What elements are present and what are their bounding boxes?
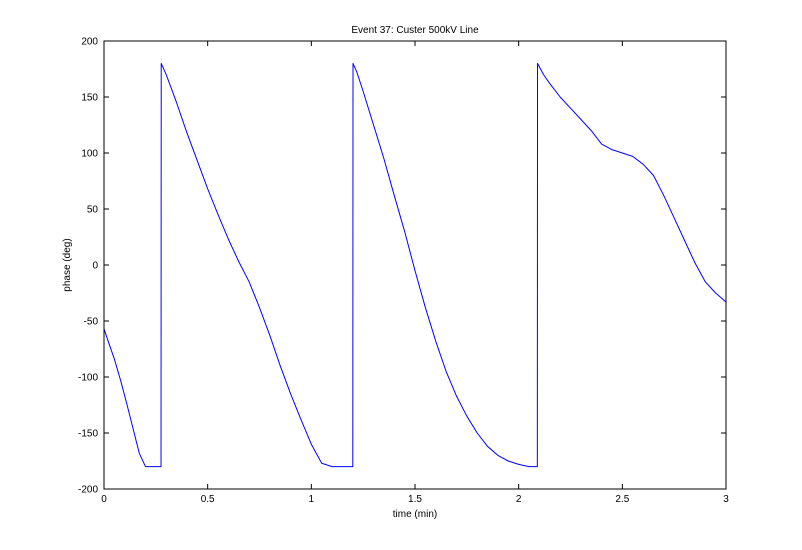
x-tick-label: 3 [723, 494, 729, 505]
x-tick-label: 2 [516, 494, 522, 505]
y-tick-label: 100 [81, 149, 98, 160]
x-tick-label: 0.5 [201, 494, 215, 505]
y-tick-label: -100 [78, 373, 98, 384]
y-tick-label: 50 [87, 205, 99, 216]
x-tick-label: 2.5 [615, 494, 629, 505]
x-axis-label: time (min) [393, 509, 437, 520]
y-axis: -200 -150 -100 -50 0 50 100 150 200 [78, 37, 726, 496]
y-tick-label: -150 [78, 429, 98, 440]
y-tick-label: -50 [84, 317, 99, 328]
x-tick-label: 1.5 [408, 494, 422, 505]
x-tick-label: 0 [101, 494, 107, 505]
x-axis: 0 0.5 1 1.5 2 2.5 3 [101, 41, 729, 505]
x-tick-label: 1 [309, 494, 315, 505]
series-line-0 [103, 62, 727, 468]
chart-marks [103, 62, 727, 468]
y-tick-label: 150 [81, 93, 98, 104]
y-tick-label: 0 [92, 261, 98, 272]
y-axis-label: phase (deg) [62, 238, 73, 291]
y-tick-label: 200 [81, 37, 98, 48]
chart-title: Event 37: Custer 500kV Line [351, 25, 479, 36]
y-tick-label: -200 [78, 485, 98, 496]
